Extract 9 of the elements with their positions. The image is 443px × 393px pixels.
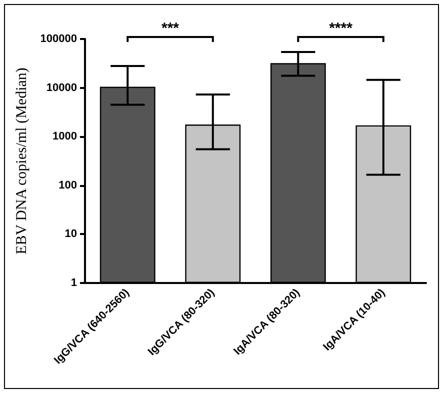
- y-tick-label: 10: [64, 228, 77, 240]
- y-axis-title: EBV DNA copies/ml (Median): [14, 68, 30, 254]
- y-tick-label: 10000: [46, 82, 77, 94]
- text: ****: [329, 20, 353, 37]
- text: ***: [161, 20, 180, 37]
- y-tick-label: 100000: [40, 33, 77, 45]
- y-tick-label: 1000: [52, 130, 77, 143]
- y-tick-label: 100: [58, 179, 77, 192]
- y-tick-label: 1: [70, 277, 77, 289]
